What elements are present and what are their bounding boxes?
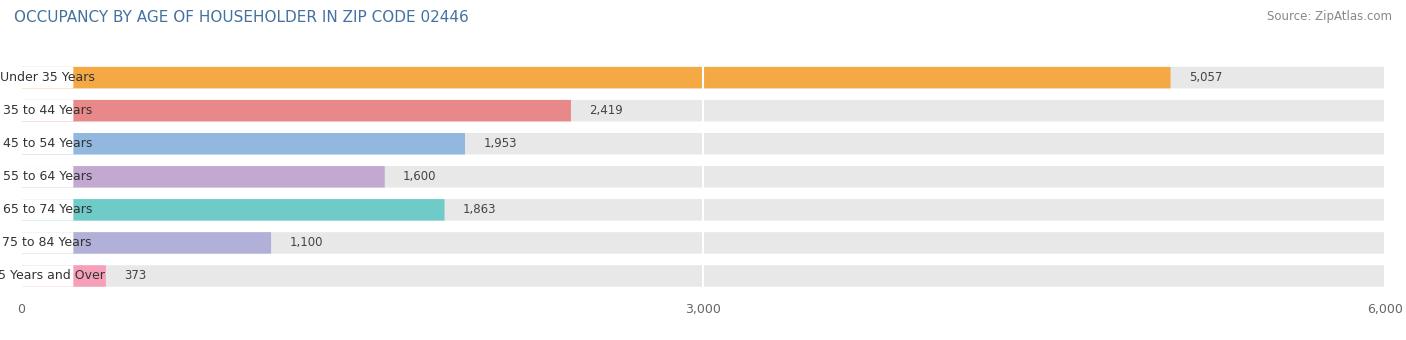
FancyBboxPatch shape [21, 100, 73, 121]
FancyBboxPatch shape [21, 67, 1171, 88]
Text: OCCUPANCY BY AGE OF HOUSEHOLDER IN ZIP CODE 02446: OCCUPANCY BY AGE OF HOUSEHOLDER IN ZIP C… [14, 10, 468, 25]
Text: 45 to 54 Years: 45 to 54 Years [3, 137, 91, 150]
FancyBboxPatch shape [21, 133, 1385, 154]
Text: 1,100: 1,100 [290, 236, 323, 250]
FancyBboxPatch shape [21, 166, 1385, 188]
FancyBboxPatch shape [21, 133, 73, 154]
FancyBboxPatch shape [21, 265, 105, 287]
Text: Source: ZipAtlas.com: Source: ZipAtlas.com [1267, 10, 1392, 23]
FancyBboxPatch shape [21, 100, 1385, 121]
Text: 35 to 44 Years: 35 to 44 Years [3, 104, 91, 117]
FancyBboxPatch shape [21, 265, 73, 287]
FancyBboxPatch shape [21, 100, 571, 121]
FancyBboxPatch shape [21, 199, 444, 221]
FancyBboxPatch shape [21, 199, 1385, 221]
Text: 2,419: 2,419 [589, 104, 623, 117]
FancyBboxPatch shape [21, 67, 1385, 88]
Text: Under 35 Years: Under 35 Years [0, 71, 94, 84]
FancyBboxPatch shape [21, 232, 1385, 254]
Text: 85 Years and Over: 85 Years and Over [0, 270, 104, 283]
FancyBboxPatch shape [21, 133, 465, 154]
Text: 65 to 74 Years: 65 to 74 Years [3, 203, 91, 216]
FancyBboxPatch shape [21, 166, 73, 188]
FancyBboxPatch shape [21, 67, 73, 88]
FancyBboxPatch shape [21, 166, 385, 188]
FancyBboxPatch shape [21, 199, 73, 221]
Text: 5,057: 5,057 [1188, 71, 1222, 84]
Text: 1,953: 1,953 [484, 137, 516, 150]
Text: 55 to 64 Years: 55 to 64 Years [3, 170, 91, 183]
FancyBboxPatch shape [21, 232, 271, 254]
Text: 1,600: 1,600 [404, 170, 436, 183]
Text: 1,863: 1,863 [463, 203, 496, 216]
FancyBboxPatch shape [21, 232, 73, 254]
Text: 373: 373 [124, 270, 146, 283]
Text: 75 to 84 Years: 75 to 84 Years [3, 236, 91, 250]
FancyBboxPatch shape [21, 265, 1385, 287]
